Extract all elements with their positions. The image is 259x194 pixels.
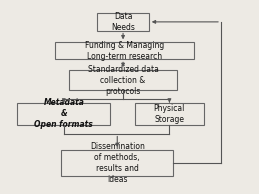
Text: Funding & Managing
Long-term research: Funding & Managing Long-term research bbox=[85, 41, 164, 61]
FancyBboxPatch shape bbox=[17, 103, 110, 125]
Text: Metadata
&
Open formats: Metadata & Open formats bbox=[34, 98, 93, 129]
Text: Standardized data
collection &
protocols: Standardized data collection & protocols bbox=[88, 65, 159, 96]
Text: Dissemination
of methods,
results and
ideas: Dissemination of methods, results and id… bbox=[90, 142, 145, 184]
Text: Physical
Storage: Physical Storage bbox=[154, 104, 185, 124]
FancyBboxPatch shape bbox=[55, 42, 194, 59]
FancyBboxPatch shape bbox=[135, 103, 204, 125]
FancyBboxPatch shape bbox=[61, 150, 173, 176]
Text: Data
Needs: Data Needs bbox=[111, 12, 135, 32]
FancyBboxPatch shape bbox=[69, 70, 177, 90]
FancyBboxPatch shape bbox=[97, 13, 149, 30]
